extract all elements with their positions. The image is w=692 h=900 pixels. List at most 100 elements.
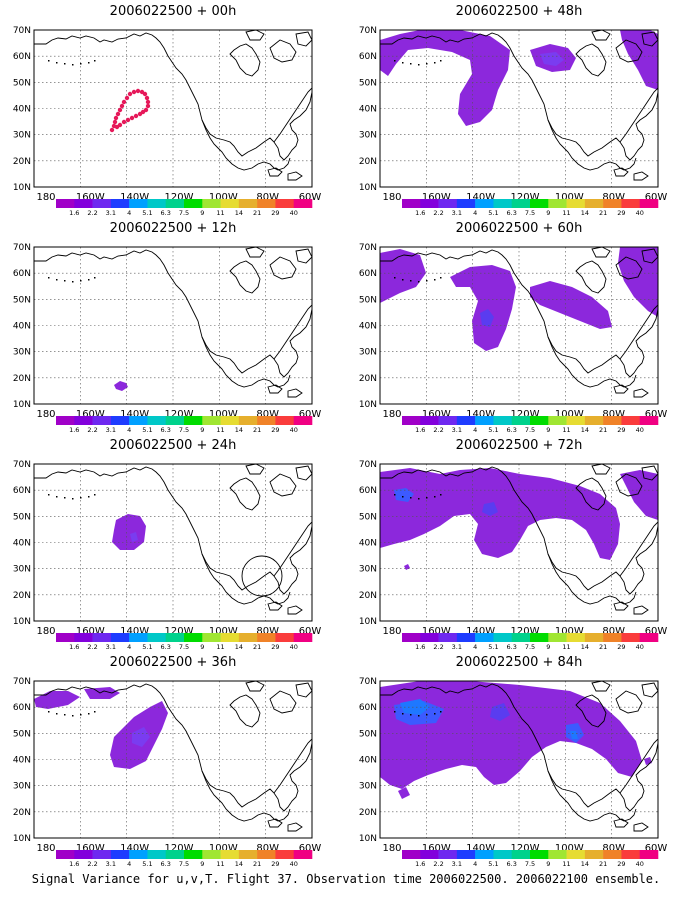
lon-tick-label: 80W bbox=[602, 192, 625, 203]
colorbar-label: 5.1 bbox=[142, 426, 152, 434]
lat-tick-label: 60N bbox=[359, 269, 377, 279]
map-figure: 70N 60N 50N 40N 30N 20N 10N 180 160W 140W 120W 100W… bbox=[13, 460, 322, 651]
colorbar-swatch bbox=[92, 416, 112, 425]
colorbar-label: 1.6 bbox=[415, 643, 425, 651]
colorbar-label: 4 bbox=[127, 643, 131, 651]
coastline bbox=[269, 473, 297, 497]
coastline bbox=[34, 249, 312, 378]
map-panel: 2006022500 + 84h 70N 60N 50N 40N 30N 20N 10N 180… bbox=[346, 651, 692, 868]
lon-tick-label: 80W bbox=[256, 843, 279, 854]
colorbar-label: 7.5 bbox=[179, 426, 189, 434]
colorbar-swatch bbox=[456, 633, 476, 642]
colorbar-label: 14 bbox=[235, 860, 243, 868]
colorbar-swatch bbox=[56, 199, 75, 208]
colorbar-label: 40 bbox=[290, 426, 298, 434]
colorbar-label: 40 bbox=[636, 643, 644, 651]
colorbar-label: 21 bbox=[253, 643, 261, 651]
coastline bbox=[267, 818, 283, 828]
colorbar-label: 21 bbox=[599, 643, 607, 651]
colorbar-label: 4 bbox=[127, 209, 131, 217]
map-panel: 2006022500 + 00h 70N 60N 50N 40N 30N 20N 10N 180… bbox=[0, 0, 346, 217]
observation-dot bbox=[119, 103, 125, 109]
lon-tick-label: 160W bbox=[422, 626, 451, 637]
lat-tick-label: 30N bbox=[359, 782, 377, 792]
variance-region bbox=[620, 470, 658, 520]
colorbar-swatch bbox=[92, 850, 112, 859]
observation-dot bbox=[127, 91, 133, 97]
colorbar-swatch bbox=[238, 199, 258, 208]
colorbar-label: 6.3 bbox=[161, 426, 171, 434]
observation-dot bbox=[124, 95, 130, 101]
colorbar-swatch bbox=[639, 633, 659, 642]
colorbar-swatch bbox=[129, 850, 148, 859]
map-figure: 70N 60N 50N 40N 30N 20N 10N 180 160W 140W 120W 100W… bbox=[359, 243, 668, 434]
map-frame bbox=[33, 246, 313, 405]
coastline bbox=[641, 31, 658, 47]
lat-tick-label: 10N bbox=[359, 834, 377, 844]
coastline bbox=[615, 690, 643, 714]
colorbar-label: 1.6 bbox=[69, 209, 79, 217]
lat-tick-label: 40N bbox=[359, 539, 377, 549]
variance-region bbox=[34, 691, 80, 709]
colorbar-label: 40 bbox=[636, 209, 644, 217]
colorbar-swatch bbox=[621, 850, 641, 859]
lon-tick-label: 160W bbox=[422, 192, 451, 203]
lon-tick-label: 100W bbox=[555, 409, 584, 420]
colorbar-swatch bbox=[293, 199, 313, 208]
colorbar-swatch bbox=[56, 850, 75, 859]
lat-tick-label: 20N bbox=[13, 374, 31, 384]
coastline bbox=[201, 119, 291, 171]
lon-tick-label: 120W bbox=[165, 192, 194, 203]
variance-region bbox=[620, 30, 658, 90]
colorbar-swatch bbox=[275, 633, 295, 642]
colorbar-swatch bbox=[548, 850, 567, 859]
coastline bbox=[613, 601, 629, 611]
observation-dot bbox=[117, 107, 123, 113]
variance-region bbox=[380, 30, 510, 126]
colorbar-label: 6.3 bbox=[507, 860, 517, 868]
coastline bbox=[295, 465, 312, 481]
lon-tick-label: 100W bbox=[209, 409, 238, 420]
lon-tick-label: 120W bbox=[165, 843, 194, 854]
coastline bbox=[273, 304, 312, 360]
colorbar-label: 7.5 bbox=[525, 209, 535, 217]
colorbar-swatch bbox=[530, 199, 549, 208]
colorbar-swatch bbox=[92, 199, 112, 208]
coastline bbox=[641, 248, 658, 264]
lat-tick-label: 30N bbox=[13, 131, 31, 141]
colorbar-label: 9 bbox=[546, 643, 550, 651]
colorbar-swatch bbox=[202, 850, 221, 859]
map-panel: 2006022500 + 12h 70N 60N 50N 40N 30N 20N 10N 180… bbox=[0, 217, 346, 434]
colorbar-label: 9 bbox=[546, 860, 550, 868]
coastline bbox=[287, 171, 303, 181]
lat-tick-label: 70N bbox=[13, 460, 31, 470]
colorbar-swatch bbox=[257, 199, 276, 208]
observation-dot bbox=[131, 89, 137, 95]
colorbar-label: 21 bbox=[253, 209, 261, 217]
coastline bbox=[34, 683, 312, 812]
colorbar-swatch bbox=[475, 199, 494, 208]
colorbar-label: 29 bbox=[271, 860, 279, 868]
lat-tick-label: 20N bbox=[13, 591, 31, 601]
lon-tick-label: 60W bbox=[299, 843, 322, 854]
lat-tick-label: 10N bbox=[359, 183, 377, 193]
map-panel: 2006022500 + 48h 70N 60N 50N 40N 30N 20N 10N 180… bbox=[346, 0, 692, 217]
colorbar-label: 5.1 bbox=[488, 426, 498, 434]
coastline bbox=[245, 681, 265, 692]
colorbar-label: 2.2 bbox=[87, 426, 97, 434]
observation-dot bbox=[115, 111, 121, 117]
colorbar-label: 5.1 bbox=[142, 860, 152, 868]
lat-tick-label: 70N bbox=[359, 677, 377, 687]
lat-tick-label: 10N bbox=[359, 400, 377, 410]
coastline bbox=[269, 39, 297, 63]
coastline bbox=[547, 553, 637, 605]
observation-dot bbox=[125, 117, 131, 123]
colorbar-label: 6.3 bbox=[507, 426, 517, 434]
colorbar-swatch bbox=[402, 416, 421, 425]
lon-tick-label: 180 bbox=[382, 843, 401, 854]
lon-tick-label: 80W bbox=[602, 843, 625, 854]
lat-tick-label: 20N bbox=[359, 808, 377, 818]
observation-dot bbox=[114, 124, 120, 130]
lat-tick-label: 60N bbox=[359, 486, 377, 496]
colorbar-swatch bbox=[530, 850, 549, 859]
